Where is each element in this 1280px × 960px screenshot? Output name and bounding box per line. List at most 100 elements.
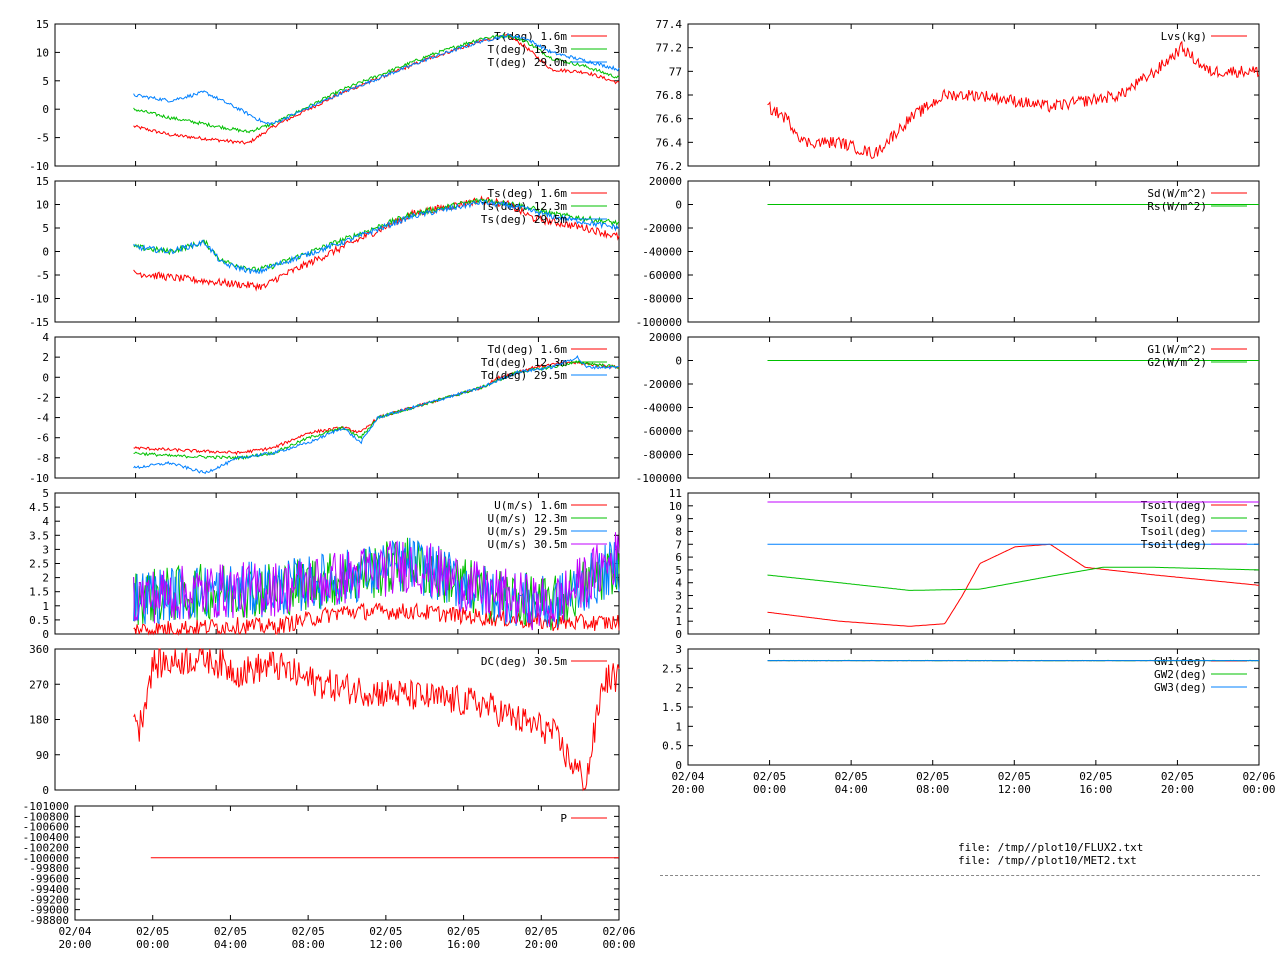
y-tick-label: 10 (669, 500, 682, 513)
y-tick-label: 3 (675, 590, 682, 603)
y-tick-label: -10 (29, 160, 49, 173)
legend-label: GW3(deg) (1154, 681, 1207, 694)
y-tick-label: 20000 (649, 331, 682, 344)
panel-3: 00.511.522.5 33.544.55 U(m/s) 1.6mU(m/s) 1… (29, 487, 620, 641)
y-tick-label: 0 (42, 371, 49, 384)
x-tick-label: 12:00 (998, 783, 1031, 796)
series-line (133, 647, 620, 792)
y-tick-label: 0 (675, 199, 682, 212)
x-tick-label: 02/05 (998, 770, 1031, 783)
legend-label: Td(deg) 1.6m (488, 343, 568, 356)
x-tick-label: 02/06 (1242, 770, 1275, 783)
y-tick-label: -15 (29, 316, 49, 329)
y-tick-label: 77.4 (656, 18, 683, 31)
series-line (133, 32, 620, 134)
y-tick-label: -60000 (642, 269, 682, 282)
y-tick-label: -10 (29, 293, 49, 306)
y-tick-label: 10 (36, 46, 49, 59)
y-tick-label: 4 (42, 515, 49, 528)
y-tick-label: -20000 (642, 378, 682, 391)
y-tick-label: -100000 (636, 472, 682, 485)
y-tick-label: 3 (42, 543, 49, 556)
panel-5: -101000-100800-100600-100400-100200-1000… (23, 800, 636, 951)
legend-label: U(m/s) 1.6m (494, 499, 567, 512)
y-tick-label: 1.5 (29, 586, 49, 599)
x-tick-label: 04:00 (214, 938, 247, 951)
y-tick-label: 4 (675, 577, 682, 590)
panel-frame (54, 23, 620, 167)
y-tick-label: 1.5 (662, 701, 682, 714)
y-tick-label: -60000 (642, 425, 682, 438)
legend-label: T(deg) 1.6m (494, 30, 567, 43)
y-tick-label: 3.5 (29, 529, 49, 542)
series-line (133, 198, 620, 273)
y-tick-label: 3 (675, 643, 682, 656)
y-tick-label: 7 (675, 538, 682, 551)
x-tick-label: 02/04 (58, 925, 91, 938)
x-tick-label: 02/05 (835, 770, 868, 783)
separator-line (660, 875, 1260, 876)
file-info: file: /tmp//plot10/FLUX2.txt file: /tmp//… (958, 841, 1143, 867)
legend-label: T(deg) 29.0m (488, 56, 568, 69)
series-line (133, 355, 620, 475)
y-tick-label: 180 (29, 714, 49, 727)
y-tick-label: 0 (42, 103, 49, 116)
y-tick-label: -98800 (29, 914, 69, 927)
x-tick-label: 02/05 (753, 770, 786, 783)
x-tick-label: 00:00 (602, 938, 635, 951)
y-tick-label: -80000 (642, 449, 682, 462)
panel-6: 76.2 76.4 76.6 76.8 77 77.2 77.4 Lvs(kg) (656, 18, 1260, 173)
y-tick-label: 76.2 (656, 160, 683, 173)
legend-label: U(m/s) 12.3m (488, 512, 568, 525)
legend-label: GW2(deg) (1154, 668, 1207, 681)
y-tick-label: 2 (42, 351, 49, 364)
series-line (767, 543, 1260, 627)
y-tick-label: 0 (675, 628, 682, 641)
y-tick-label: -80000 (642, 293, 682, 306)
panel-10: 00.511.522.5302/0420:0002/0500:0002/0504… (662, 643, 1275, 796)
x-tick-label: 16:00 (1079, 783, 1112, 796)
y-tick-label: 77.2 (656, 42, 683, 55)
file-line-met: file: /tmp//plot10/MET2.txt (958, 854, 1137, 867)
y-tick-label: 0 (675, 355, 682, 368)
y-tick-label: 1 (675, 720, 682, 733)
y-tick-label: 5 (42, 75, 49, 88)
y-tick-label: -5 (36, 269, 49, 282)
x-tick-label: 08:00 (292, 938, 325, 951)
legend-label: G1(W/m^2) (1147, 343, 1207, 356)
series-line (133, 532, 620, 631)
x-tick-label: 04:00 (835, 783, 868, 796)
y-tick-label: 20000 (649, 175, 682, 188)
y-tick-label: -5 (36, 132, 49, 145)
y-tick-label: -99600 (29, 873, 69, 886)
x-tick-label: 02/05 (136, 925, 169, 938)
y-tick-label: 2 (675, 682, 682, 695)
legend-label: DC(deg) 30.5m (481, 655, 567, 668)
series-line (133, 198, 620, 275)
legend-label: U(m/s) 30.5m (488, 538, 568, 551)
legend-label: Ts(deg) 1.6m (488, 187, 568, 200)
x-tick-label: 12:00 (369, 938, 402, 951)
x-tick-label: 02/05 (1161, 770, 1194, 783)
y-tick-label: -100200 (23, 841, 69, 854)
legend-label: Ts(deg) 29.5m (481, 213, 567, 226)
y-tick-label: -40000 (642, 402, 682, 415)
legend-label: T(deg) 12.3m (488, 43, 568, 56)
y-tick-label: 0 (42, 628, 49, 641)
y-tick-label: 2.5 (29, 558, 49, 571)
x-tick-label: 20:00 (525, 938, 558, 951)
legend-label: Rs(W/m^2) (1147, 200, 1207, 213)
series-line (133, 195, 620, 292)
x-tick-label: 02/05 (916, 770, 949, 783)
y-tick-label: -99200 (29, 893, 69, 906)
y-tick-label: -99400 (29, 883, 69, 896)
y-tick-label: 0.5 (29, 614, 49, 627)
x-tick-label: 02/05 (369, 925, 402, 938)
series-line (767, 40, 1260, 159)
panel-frame (687, 23, 1260, 167)
y-tick-label: 360 (29, 643, 49, 656)
x-tick-label: 02/04 (671, 770, 704, 783)
y-tick-label: 6 (675, 551, 682, 564)
